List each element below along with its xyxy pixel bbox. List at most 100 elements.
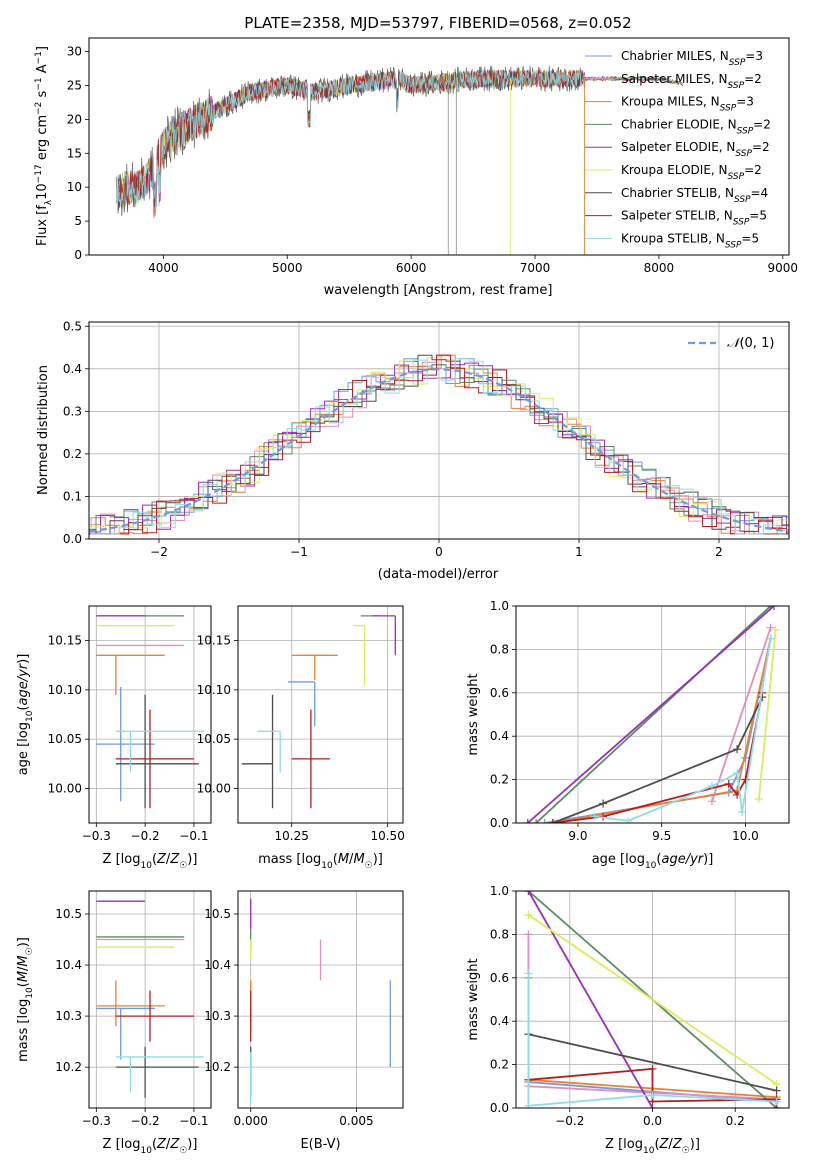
weight-marker [532,819,541,823]
weight-marker [733,745,742,754]
label-part: 10 [645,861,657,871]
label-part: SSP [720,104,737,114]
y-tick-label: 10.4 [55,958,82,972]
y-tick-label: 0 [74,248,82,262]
legend-entry: Kroupa ELODIE, NSSP=2 [621,163,762,182]
label-part: =5 [741,231,759,245]
weight-marker [771,625,780,634]
label-part: / [16,966,31,971]
plot-area [89,322,789,539]
y-tick-label: 10.15 [48,634,82,648]
histogram-series [89,358,789,535]
label-part: )] [187,1137,197,1152]
label-part: A [35,64,50,77]
plot-area [89,606,211,823]
weight-marker [548,819,557,823]
y-tick-label: 1.0 [490,599,509,613]
x-tick-label: −2 [150,545,168,559]
x-axis-label: mass [log10(M/M☉)] [258,852,383,871]
x-axis-label: E(B-V) [300,1137,340,1152]
y-tick-label: 0.2 [490,773,509,787]
label-part: 10 [25,987,35,999]
label-part: Kroupa MILES, N [621,95,720,109]
label-part: ( [152,852,157,867]
spectrum-series [115,69,684,212]
label-part: =4 [751,186,769,200]
weight-marker [772,1097,781,1106]
axes-frame [515,890,790,1109]
weight-marker [707,797,716,806]
x-tick-label: 9.0 [568,829,587,843]
label-part: M [16,955,31,966]
label-part: age [log [592,852,645,867]
label-part: Z [169,852,180,867]
x-axis-label: (data-model)/error [378,567,499,582]
x-tick-label: 9000 [768,261,799,275]
axes-frame [515,605,790,824]
y-tick-label: 10.2 [204,1060,231,1074]
y-tick-label: 0.8 [490,642,509,656]
label-part: Flux [f [35,205,50,246]
label-part: ☉ [365,861,373,871]
panel-age_vs_mass: 10.25 10.50 10.00 10.05 10.10 10.15 mass [log1… [197,605,405,871]
label-part: =2 [753,117,771,131]
y-axis-label: Flux [fλ10−17 erg cm−2 s−1 A−1] [34,46,54,246]
label-part: −1 [34,77,44,90]
label-part: ☉ [682,1146,690,1156]
y-tick-label: 10.10 [48,683,82,697]
x-axis-label: age [log10(age/yr)] [592,852,714,871]
x-tick-label: 0.005 [339,1114,373,1128]
weight-marker [624,816,633,823]
spectrum-series [115,69,683,216]
weight-marker [766,634,775,643]
y-tick-label: 0.8 [490,927,509,941]
axes-frame [88,37,790,256]
x-tick-label: 0.0 [643,1114,662,1128]
label-part: age/yr [661,852,704,867]
label-part: ] [35,46,50,51]
x-axis-label: Z [log10(Z/Z☉)] [605,1137,700,1156]
spectrum-series [115,69,684,209]
weight-series [528,1033,777,1092]
y-tick-label: 0.6 [490,971,509,985]
x-tick-label: 0 [435,545,443,559]
panel-mass_vs_ebv: 0.000 0.005 10.2 10.3 10.4 10.5 E(B-V) [204,890,404,1152]
label-part: (0, 1) [739,336,774,351]
legend-entry: 𝒩(0, 1) [727,336,774,351]
y-tick-label: 0.0 [63,532,82,546]
x-axis-label: Z [log10(Z/Z☉)] [103,852,198,871]
label-part: )] [187,852,197,867]
label-part: ( [152,1137,157,1152]
y-tick-label: 0.4 [490,729,509,743]
y-tick-label: 0.1 [63,489,82,503]
legend-entry: Salpeter MILES, NSSP=2 [621,72,762,91]
weight-marker [733,769,742,778]
label-part: SSP [725,240,742,250]
weight-marker [766,623,775,632]
y-tick-label: 0.4 [490,1014,509,1028]
y-tick-label: 10.3 [204,1009,231,1023]
label-part: )] [16,937,31,947]
weight-marker [648,1064,657,1073]
axes-frame [88,890,212,1109]
label-part: SSP [728,172,745,182]
label-part: Z [169,1137,180,1152]
weight-marker [523,819,532,823]
label-part: M [353,852,364,867]
label-part: Z [log [103,1137,141,1152]
weight-marker [724,779,733,788]
spectrum-series [115,68,684,217]
y-tick-label: 20 [67,112,82,126]
y-tick-label: 5 [74,214,82,228]
y-axis-label: mass weight [466,958,481,1040]
label-part: Salpeter STELIB, N [621,209,733,223]
label-part: age/yr [16,662,31,705]
label-part: Chabrier MILES, N [621,49,729,63]
axes-frame [237,890,404,1109]
label-part: λ [44,199,54,205]
plot-area [238,606,403,823]
weight-series [527,973,777,1107]
panel-spectrum: 4000 5000 6000 7000 8000 9000 0 5 10 15 20 25 30 wave… [34,37,799,298]
y-tick-label: 10.15 [197,634,231,648]
histogram-series [89,354,789,535]
